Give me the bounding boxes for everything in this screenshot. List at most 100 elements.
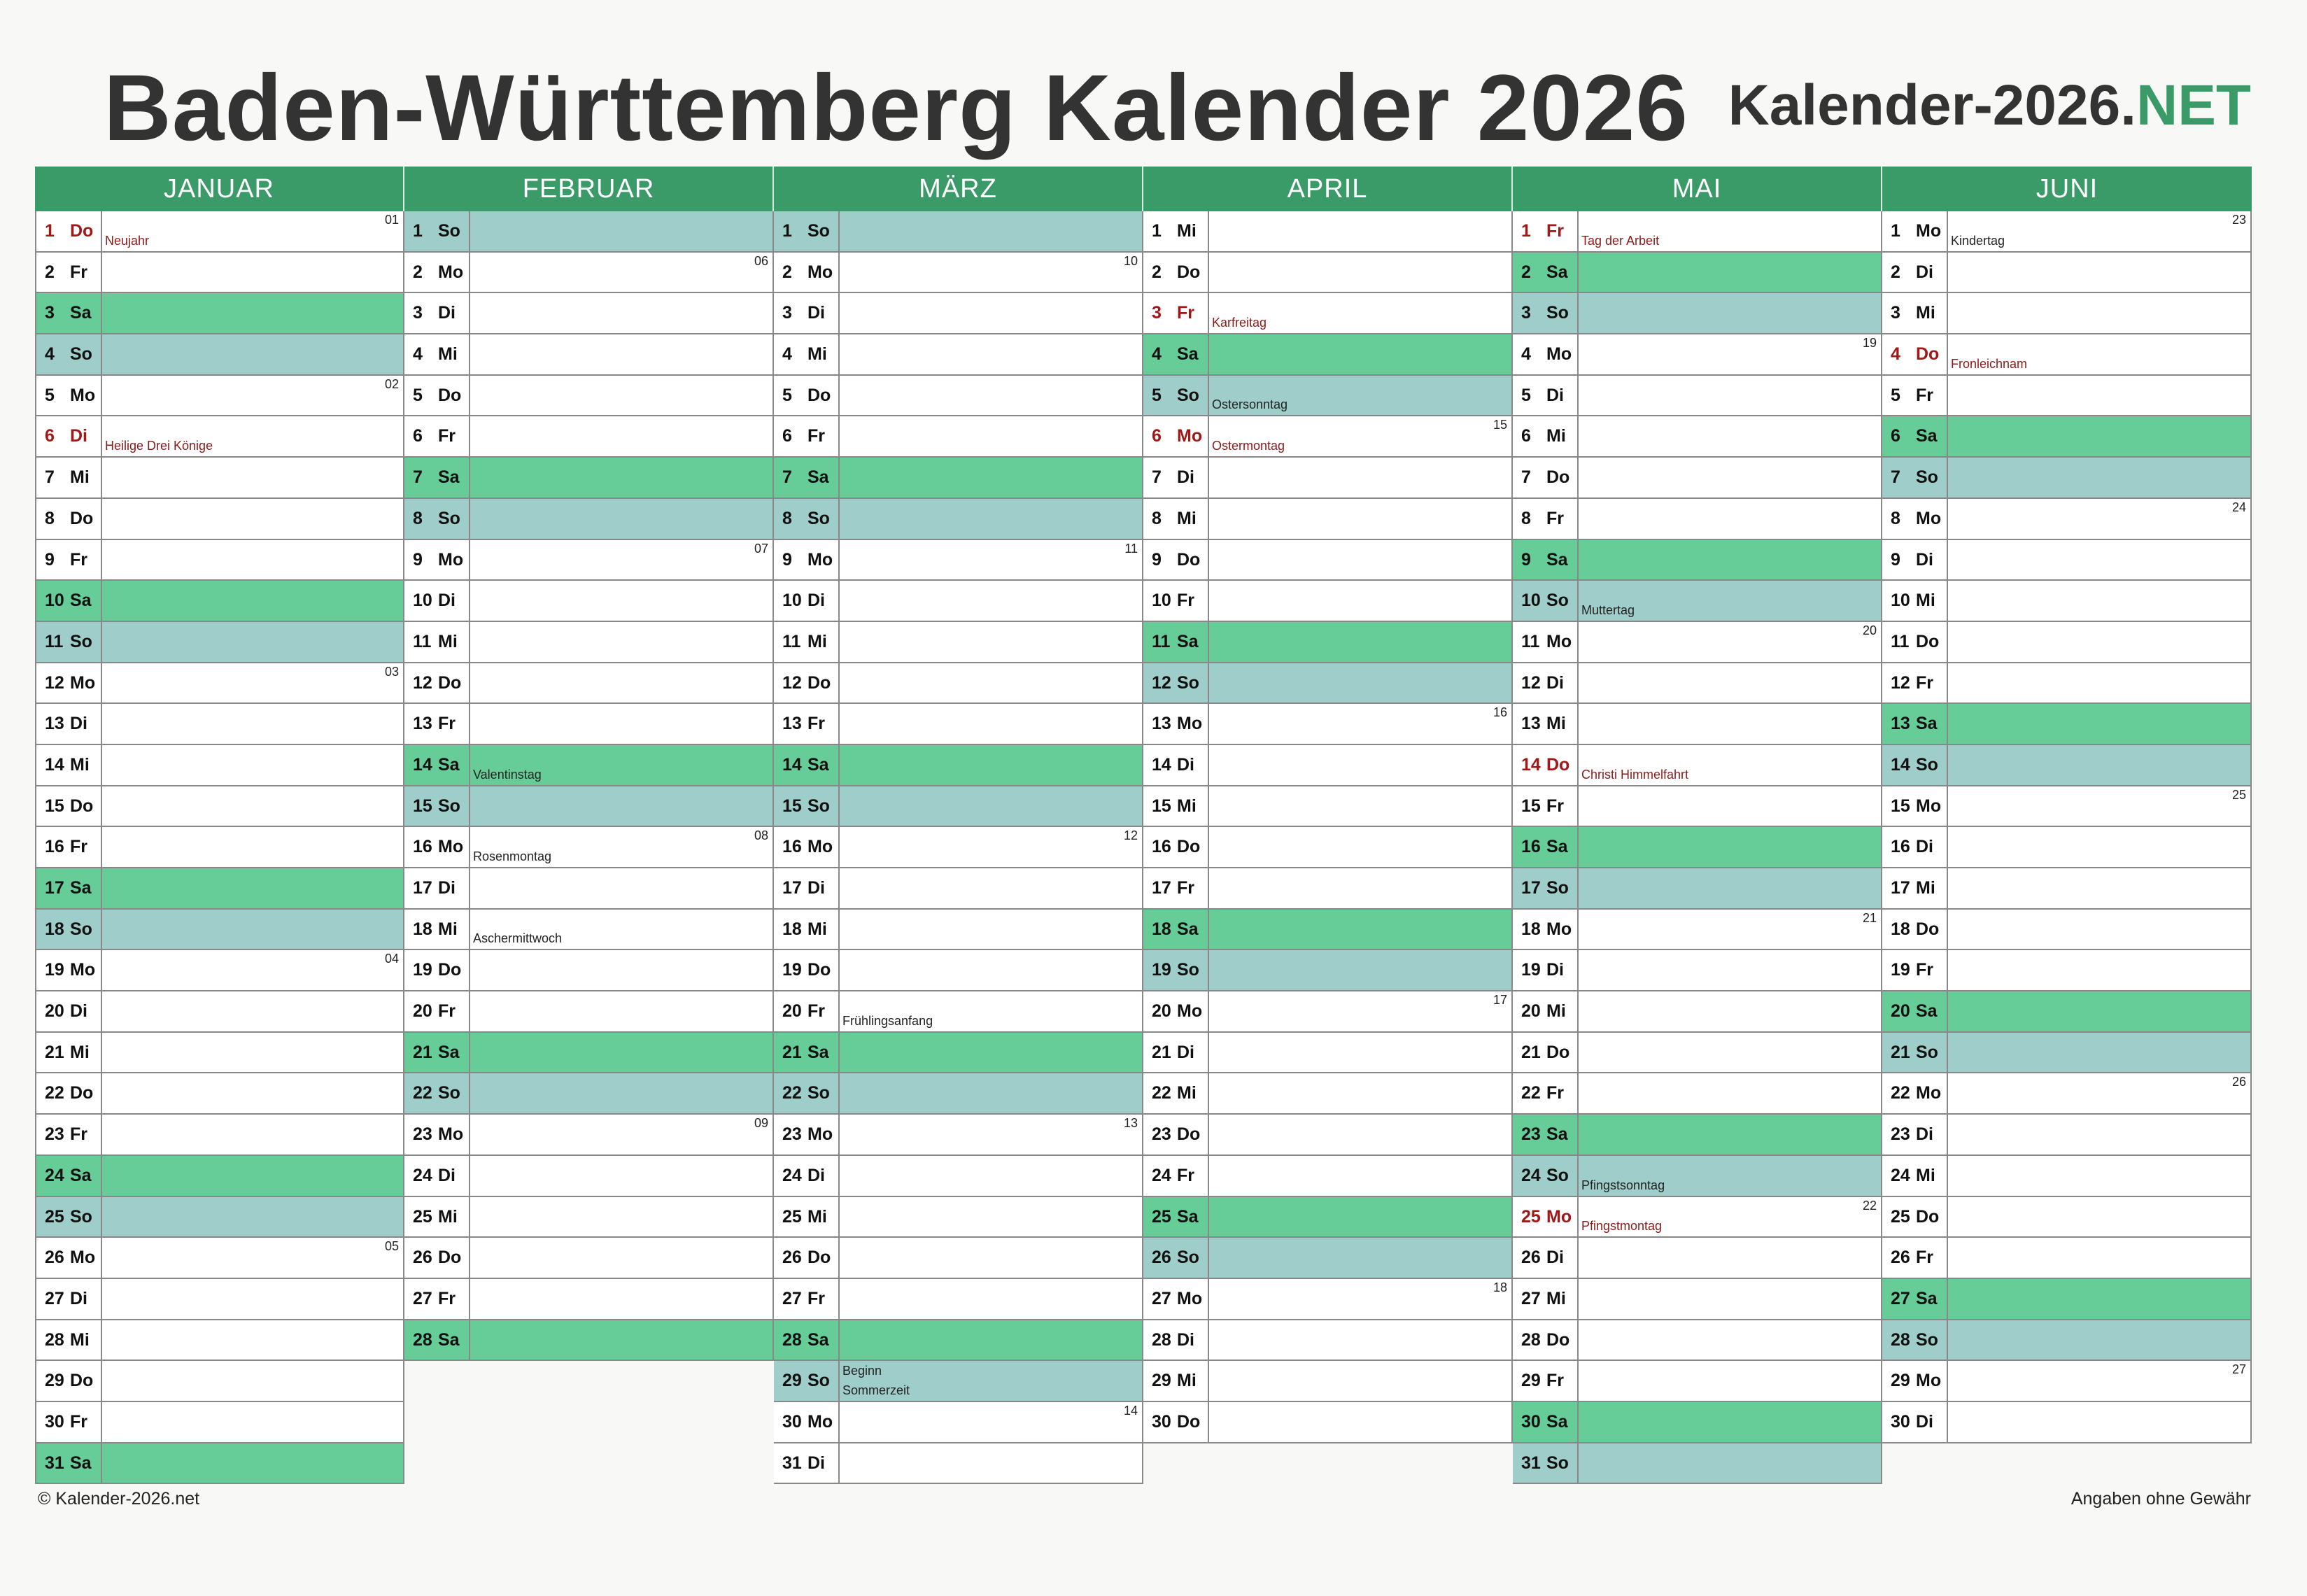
day-row: 16 Fr [36,827,403,868]
weekday-label: Mo [1177,1288,1203,1308]
cell-divider [838,1073,840,1114]
day-number: 14 [45,754,64,775]
day-number: 12 [782,672,802,693]
day-number: 1 [413,221,423,241]
day-row: 11 Mi [404,621,772,663]
day-number: 15 [45,796,64,816]
day-number: 9 [782,549,792,570]
weekday-label: Do [1916,344,1940,365]
cell-divider [1577,1401,1579,1442]
day-number: 29 [1891,1371,1910,1391]
day-number: 28 [782,1329,802,1350]
day-row: 16 Di [1882,827,2250,868]
weekday-label: Mi [1546,426,1566,446]
day-list: 1 Do Neujahr 01 2 Fr 3 Sa 4 So 5 Mo 02 6 Di Heilige Dre… [35,211,404,1485]
cell-divider [1208,1238,1209,1278]
week-number: 20 [1862,623,1877,637]
day-row: 17 Di [404,868,772,910]
cell-divider [1947,1361,1948,1401]
weekday-label: So [1177,385,1199,405]
day-number: 17 [1891,878,1910,898]
day-row: 28 So [1882,1320,2250,1362]
day-row: 18 Sa [1143,909,1511,951]
day-row: 1 So [404,211,772,253]
day-number: 17 [45,878,64,898]
cell-divider [838,1196,840,1237]
day-row: 16 Do [1143,827,1511,868]
day-number: 14 [1891,754,1910,775]
day-note: Heilige Drei Könige [105,439,213,453]
day-row: 7 Sa [404,458,772,499]
month-column: MAI 1 Fr Tag der Arbeit 2 Sa 3 So 4 Mo 19 5 Di 6 Mi 7 Do… [1513,167,1882,1485]
day-row: 9 Di [1882,539,2250,581]
day-number: 18 [1521,919,1541,939]
weekday-label: Mi [1546,714,1566,734]
day-number: 18 [782,919,802,939]
cell-divider [1577,909,1579,949]
week-number: 09 [754,1116,768,1131]
weekday-label: So [1177,1248,1199,1268]
day-row: 30 Do [1143,1401,1511,1443]
day-row: 10 Sa [36,581,403,622]
day-row: 25 Mi [404,1196,772,1238]
day-number: 8 [1891,508,1900,528]
cell-divider [1577,1115,1579,1154]
week-number: 22 [1862,1198,1877,1213]
cell-divider [1577,786,1579,826]
weekday-label: Di [807,878,825,898]
day-number: 24 [782,1165,802,1185]
day-row: 29 Fr [1513,1361,1881,1402]
day-note: Rosenmontag [473,849,552,863]
cell-divider [1577,663,1579,703]
cell-divider [1577,1032,1579,1073]
day-number: 12 [1891,672,1910,693]
week-number: 10 [1123,253,1138,268]
weekday-label: Mi [807,631,827,651]
cell-divider [469,1032,470,1073]
day-number: 11 [1521,631,1540,651]
day-number: 19 [1152,960,1171,980]
day-number: 18 [1152,919,1171,939]
day-number: 14 [1152,754,1171,775]
weekday-label: Mo [1546,631,1572,651]
day-number: 29 [1152,1371,1171,1391]
cell-divider [469,581,470,621]
weekday-label: Sa [807,1329,829,1350]
weekday-label: Mo [70,1248,96,1268]
day-number: 6 [1891,426,1900,446]
cell-divider [1947,1073,1948,1114]
cell-divider [469,1196,470,1237]
day-row: 24 Fr [1143,1155,1511,1197]
weekday-label: Do [807,385,831,405]
day-row: 9 Mo 11 [774,539,1142,581]
cell-divider [101,704,102,744]
day-row: 21 Do [1513,1032,1881,1074]
weekday-label: Sa [1177,919,1199,939]
day-number: 29 [1521,1371,1541,1391]
weekday-label: Fr [1177,591,1194,611]
day-row: 29 Mi [1143,1361,1511,1402]
cell-divider [838,1361,840,1401]
day-row: 31 Di [774,1443,1142,1485]
weekday-label: Mo [438,262,464,282]
cell-divider [838,581,840,621]
day-row: 31 So [1513,1443,1881,1485]
day-row: 24 Sa [36,1155,403,1197]
week-number: 13 [1123,1116,1138,1131]
day-number: 24 [1152,1165,1171,1185]
day-number: 21 [413,1042,432,1062]
day-number: 5 [413,385,423,405]
day-number: 26 [782,1248,802,1268]
weekday-label: Di [438,1165,456,1185]
cell-divider [1947,704,1948,744]
weekday-label: Di [70,1288,87,1308]
day-row: 22 Fr [1513,1073,1881,1115]
day-row: 19 Do [774,950,1142,992]
cell-divider [469,1155,470,1196]
weekday-label: Mo [70,672,96,693]
day-row: 18 So [36,909,403,951]
cell-divider [1947,950,1948,991]
day-row: 6 Fr [404,416,772,458]
cell-divider [101,1115,102,1154]
day-row: 20 Di [36,991,403,1033]
